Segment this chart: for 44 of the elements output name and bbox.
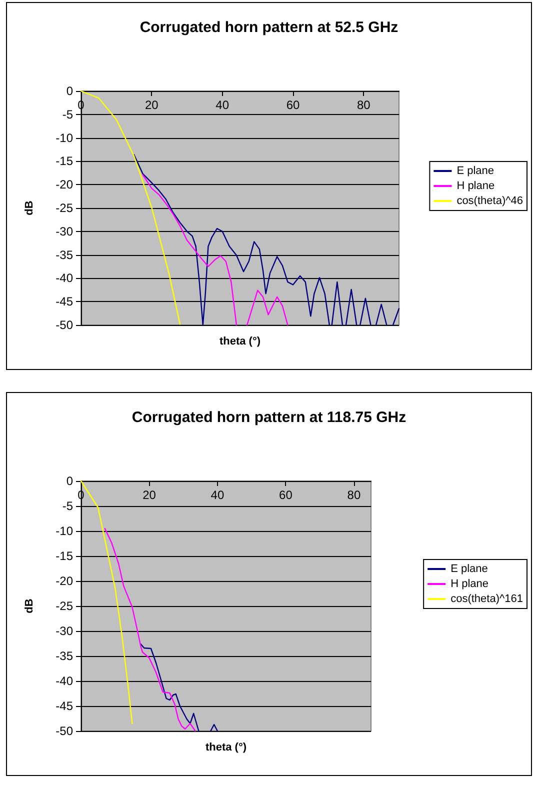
y-tick-label: -30 [56, 224, 74, 238]
y-tick-label: -10 [56, 130, 74, 145]
legend-label: cos(theta)^46 [456, 195, 524, 207]
y-tick-label: -35 [56, 248, 74, 262]
y-tick-label: -25 [56, 201, 74, 215]
x-tick-label: 80 [356, 98, 371, 112]
chart-title: Corrugated horn pattern at 118.75 GHz [132, 409, 406, 426]
y-tick-label: -15 [56, 154, 74, 168]
x-tick-label: 60 [279, 488, 293, 502]
y-tick-label: -5 [62, 107, 74, 122]
x-axis-title: theta (°) [205, 742, 247, 754]
y-tick-label: 0 [66, 84, 74, 98]
y-tick-label: -45 [56, 294, 74, 309]
line-series [80, 480, 133, 724]
y-axis-title: dB [24, 598, 36, 614]
x-tick-label: 80 [347, 488, 361, 502]
x-tick-label: 20 [142, 488, 156, 502]
line-series [104, 528, 196, 732]
y-tick-label: -25 [56, 599, 74, 613]
y-tick-label: -10 [56, 524, 74, 538]
y-tick-label: -40 [56, 674, 74, 688]
x-tick-label: 20 [144, 98, 159, 112]
y-tick-label: -45 [56, 699, 74, 713]
legend-label: E plane [450, 563, 488, 575]
y-tick-label: -20 [56, 574, 74, 588]
y-tick-label: -40 [56, 271, 74, 286]
y-axis-title: dB [24, 200, 36, 216]
y-tick-label: -30 [56, 624, 74, 638]
y-tick-label: 0 [66, 474, 74, 488]
y-tick-label: -15 [56, 549, 74, 563]
x-tick-label: 40 [216, 98, 230, 112]
y-tick-label: -35 [56, 649, 74, 663]
y-tick-label: -5 [62, 499, 74, 513]
legend-label: cos(theta)^161 [450, 593, 524, 605]
y-tick-label: -50 [56, 724, 74, 738]
legend-label: E plane [456, 165, 494, 177]
y-tick-label: -50 [56, 318, 74, 332]
chart-title: Corrugated horn pattern at 52.5 GHz [140, 19, 398, 36]
x-axis-title: theta (°) [219, 336, 261, 348]
x-tick-label: 40 [210, 488, 224, 502]
legend-label: H plane [450, 578, 488, 590]
y-tick-label: -20 [56, 178, 74, 192]
legend-label: H plane [456, 180, 495, 192]
x-tick-label: 60 [286, 98, 300, 112]
